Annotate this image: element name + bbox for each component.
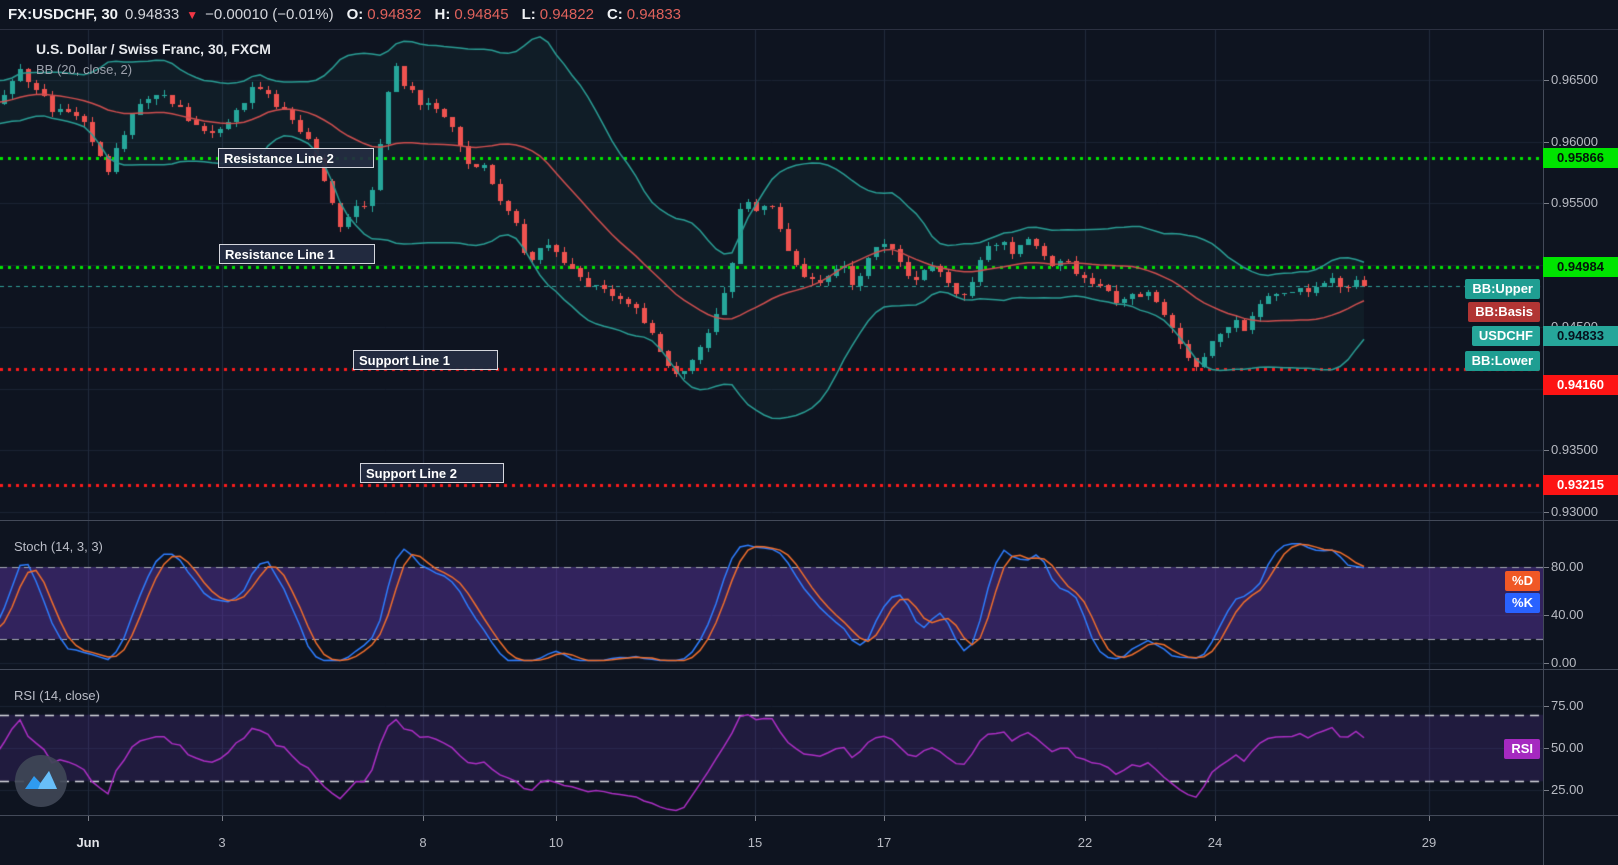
time-label-17: 17 (876, 835, 892, 850)
price-axis-badge: 0.94833 (1543, 326, 1618, 346)
rsi-tick-mark (1543, 790, 1549, 791)
panel-separator[interactable] (0, 520, 1618, 521)
time-tick-mark (88, 816, 89, 821)
panel-separator[interactable] (0, 815, 1618, 816)
time-tick-mark (884, 816, 885, 821)
close-label: C: (606, 6, 623, 23)
tradingview-logo[interactable] (15, 755, 67, 807)
price-axis-badge: 0.94160 (1543, 375, 1618, 395)
series-label-bbbasis[interactable]: BB:Basis (1468, 302, 1540, 322)
level-label-support-line-1[interactable]: Support Line 1 (353, 350, 498, 370)
time-label-jun: Jun (76, 835, 100, 850)
price-tick-label: 0.93500 (1551, 442, 1598, 457)
time-tick-mark (1429, 816, 1430, 821)
level-label-resistance-line-1[interactable]: Resistance Line 1 (219, 244, 375, 264)
high-value: 0.94845 (454, 6, 509, 23)
price-tick-mark (1543, 142, 1549, 143)
level-label-resistance-line-2[interactable]: Resistance Line 2 (218, 148, 374, 168)
rsi-chart-canvas[interactable] (0, 670, 1543, 815)
time-label-24: 24 (1207, 835, 1223, 850)
price-axis-badge: 0.95866 (1543, 148, 1618, 168)
series-label-bbupper[interactable]: BB:Upper (1465, 279, 1540, 299)
stoch-tick-label: 0.00 (1551, 655, 1577, 670)
rsi-tick-label: 50.00 (1551, 740, 1584, 755)
symbol-name[interactable]: FX:USDCHF, 30 (8, 6, 119, 23)
panel-separator[interactable] (0, 669, 1618, 670)
low-value: 0.94822 (539, 6, 594, 23)
rsi-indicator-label[interactable]: RSI (14, close) (14, 688, 100, 703)
series-label-usdchf[interactable]: USDCHF (1471, 326, 1540, 346)
bb-indicator-label[interactable]: BB (20, close, 2) (36, 62, 133, 77)
low-label: L: (521, 6, 536, 23)
open-label: O: (346, 6, 364, 23)
time-label-29: 29 (1421, 835, 1437, 850)
time-label-3: 3 (218, 835, 226, 850)
stoch-series-label-D[interactable]: %D (1505, 571, 1540, 591)
price-tick-label: 0.96500 (1551, 72, 1598, 87)
time-tick-mark (423, 816, 424, 821)
price-tick-mark (1543, 512, 1549, 513)
rsi-tick-mark (1543, 748, 1549, 749)
time-tick-mark (556, 816, 557, 821)
price-chart-canvas[interactable] (0, 30, 1543, 520)
last-price: 0.94833 (125, 6, 180, 23)
time-label-8: 8 (419, 835, 427, 850)
price-change: −0.00010 (−0.01%) (205, 6, 334, 23)
time-label-22: 22 (1077, 835, 1093, 850)
price-tick-mark (1543, 203, 1549, 204)
price-tick-mark (1543, 80, 1549, 81)
stoch-tick-label: 40.00 (1551, 607, 1584, 622)
time-label-15: 15 (747, 835, 763, 850)
rsi-tick-mark (1543, 706, 1549, 707)
price-axis-badge: 0.94984 (1543, 257, 1618, 277)
stoch-chart-canvas[interactable] (0, 521, 1543, 669)
time-tick-mark (1085, 816, 1086, 821)
stoch-tick-mark (1543, 615, 1549, 616)
price-axis-badge: 0.93215 (1543, 475, 1618, 495)
time-tick-mark (755, 816, 756, 821)
high-label: H: (434, 6, 451, 23)
level-label-support-line-2[interactable]: Support Line 2 (360, 463, 504, 483)
price-tick-mark (1543, 450, 1549, 451)
stoch-indicator-label[interactable]: Stoch (14, 3, 3) (14, 539, 103, 554)
rsi-tick-label: 75.00 (1551, 698, 1584, 713)
down-arrow-icon: ▼ (186, 7, 199, 22)
rsi-series-label[interactable]: RSI (1504, 739, 1540, 759)
mountain-icon-light (38, 771, 57, 789)
rsi-tick-label: 25.00 (1551, 782, 1584, 797)
series-label-bblower[interactable]: BB:Lower (1464, 351, 1540, 371)
stoch-series-label-K[interactable]: %K (1505, 593, 1540, 613)
chart-title[interactable]: U.S. Dollar / Swiss Franc, 30, FXCM (36, 41, 271, 57)
open-value: 0.94832 (367, 6, 422, 23)
symbol-info-bar: FX:USDCHF, 30 0.94833 ▼ −0.00010 (−0.01%… (0, 0, 1618, 30)
logo-circle (15, 755, 67, 807)
stoch-tick-mark (1543, 567, 1549, 568)
stoch-tick-label: 80.00 (1551, 559, 1584, 574)
time-tick-mark (1215, 816, 1216, 821)
price-tick-label: 0.96000 (1551, 134, 1598, 149)
time-label-10: 10 (548, 835, 564, 850)
time-tick-mark (222, 816, 223, 821)
price-tick-label: 0.93000 (1551, 504, 1598, 519)
price-tick-label: 0.95500 (1551, 195, 1598, 210)
close-value: 0.94833 (626, 6, 682, 23)
price-scale-border (1543, 30, 1544, 865)
stoch-tick-mark (1543, 663, 1549, 664)
